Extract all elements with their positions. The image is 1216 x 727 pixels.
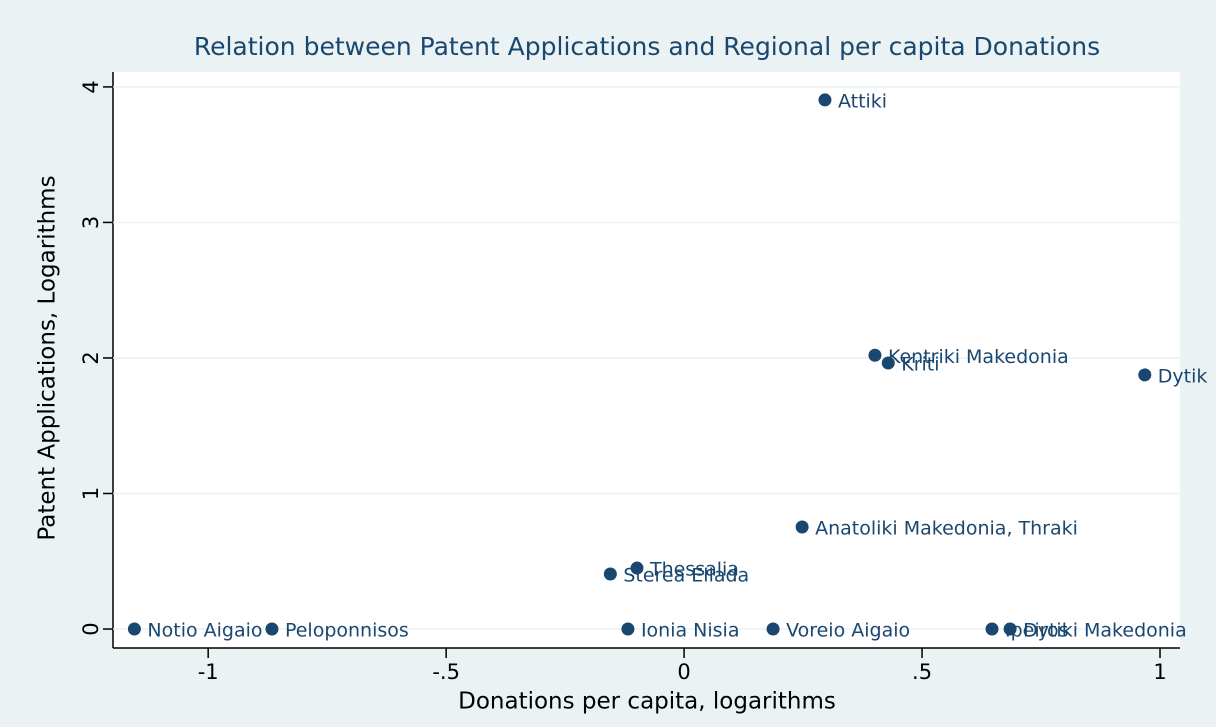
y-axis-title: Patent Applications, Logarithms: [35, 175, 61, 540]
point: [766, 622, 780, 636]
point-label: Kentriki Makedonia: [888, 346, 1069, 368]
point-label: Notio Aigaio: [147, 620, 262, 642]
point: [868, 348, 882, 362]
point-label: Kriti: [901, 353, 939, 375]
point-label: Ipeiros: [1005, 620, 1069, 642]
point: [630, 561, 644, 575]
point: [265, 622, 279, 636]
y-tick-label: 0: [79, 622, 103, 635]
point-label: Dytiki Makedonia: [1023, 620, 1187, 642]
point: [1138, 368, 1152, 382]
point: [985, 622, 999, 636]
point-label: Attiki: [838, 90, 887, 112]
point-label: Dytik: [1158, 365, 1208, 387]
y-tick-label: 4: [79, 80, 103, 93]
x-tick-label: -.5: [432, 660, 460, 684]
point-label: Peloponnisos: [285, 620, 409, 642]
y-tick-label: 1: [79, 487, 103, 500]
y-tick-label: 2: [79, 351, 103, 364]
point-label: Voreio Aigaio: [786, 620, 910, 642]
y-tick-label: 3: [79, 216, 103, 229]
point: [795, 520, 809, 534]
point-label: Thessalia: [649, 559, 739, 581]
point-label: Anatoliki Makedonia, Thraki: [815, 517, 1078, 539]
x-tick-label: 0: [677, 660, 690, 684]
x-tick-label: 1: [1153, 660, 1166, 684]
chart-title: Relation between Patent Applications and…: [194, 32, 1100, 61]
point: [1003, 622, 1017, 636]
point: [818, 93, 832, 107]
point-label: Sterea Ellada: [623, 565, 749, 587]
point: [621, 622, 635, 636]
plot-area: [113, 72, 1180, 648]
point: [127, 622, 141, 636]
point: [603, 567, 617, 581]
point-label: Ionia Nisia: [641, 620, 740, 642]
x-tick-label: .5: [912, 660, 932, 684]
x-axis-title: Donations per capita, logarithms: [458, 689, 836, 715]
x-tick-label: -1: [198, 660, 219, 684]
point: [881, 356, 895, 370]
